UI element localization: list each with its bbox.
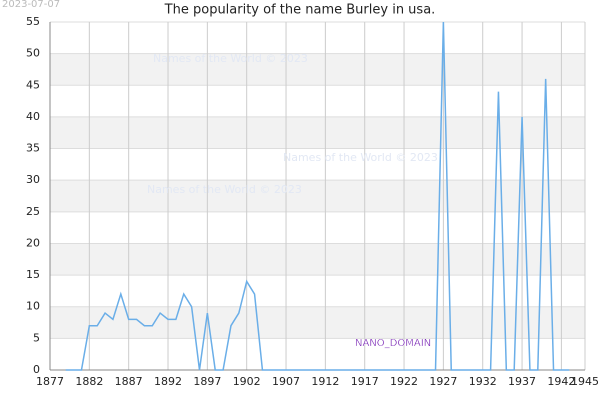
y-tick-label: 50 bbox=[26, 47, 40, 60]
x-tick-label: 1902 bbox=[233, 375, 261, 388]
x-tick-label: 1922 bbox=[390, 375, 418, 388]
y-tick-label: 35 bbox=[26, 142, 40, 155]
x-tick-label: 1927 bbox=[429, 375, 457, 388]
x-tick-label: 1892 bbox=[154, 375, 182, 388]
x-tick-label: 1897 bbox=[193, 375, 221, 388]
y-tick-label: 40 bbox=[26, 110, 40, 123]
plot: 0 5 10 15 20 25 30 35 40 45 50 55 1877 1882 1887 1892 18… bbox=[26, 15, 599, 388]
x-tick-label: 1942 bbox=[547, 375, 575, 388]
y-tick-label: 15 bbox=[26, 268, 40, 281]
band bbox=[50, 180, 585, 212]
x-tick-label: 1932 bbox=[469, 375, 497, 388]
band bbox=[50, 306, 585, 339]
domain-label: NANO_DOMAIN bbox=[355, 338, 431, 349]
band bbox=[50, 243, 585, 276]
y-tick-label: 0 bbox=[33, 363, 40, 376]
series-line bbox=[65, 21, 570, 371]
y-tick-label: 20 bbox=[26, 236, 40, 249]
watermark: Names of the World © 2023 bbox=[153, 52, 308, 65]
y-tick-label: 5 bbox=[33, 331, 40, 344]
x-tick-label: 1887 bbox=[115, 375, 143, 388]
y-tick-label: 10 bbox=[26, 300, 40, 313]
y-tick-label: 30 bbox=[26, 173, 40, 186]
x-tick-label: 1937 bbox=[508, 375, 536, 388]
x-tick-label: 1882 bbox=[75, 375, 103, 388]
y-tick-label: 25 bbox=[26, 205, 40, 218]
bands bbox=[50, 53, 585, 339]
band bbox=[50, 116, 585, 149]
x-tick-label: 1912 bbox=[311, 375, 339, 388]
x-tick-label: 1907 bbox=[272, 375, 300, 388]
band bbox=[50, 53, 585, 86]
y-tick-label: 55 bbox=[26, 15, 40, 28]
x-tick-label: 1945 bbox=[571, 375, 599, 388]
x-tick-label: 1877 bbox=[36, 375, 64, 388]
watermark: Names of the World © 2023 bbox=[147, 183, 302, 196]
x-tick-label: 1917 bbox=[351, 375, 379, 388]
watermark: Names of the World © 2023 bbox=[283, 151, 438, 164]
y-tick-label: 45 bbox=[26, 78, 40, 91]
chart-title: The popularity of the name Burley in usa… bbox=[164, 3, 436, 18]
date-stamp: 2023-07-07 bbox=[2, 0, 60, 10]
